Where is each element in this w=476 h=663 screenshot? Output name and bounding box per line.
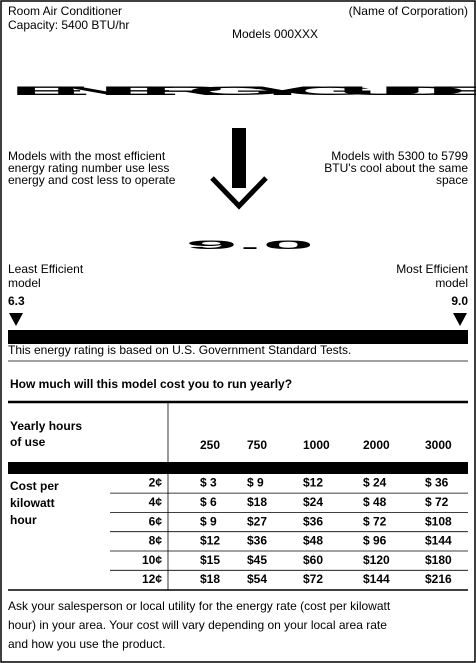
product: Room Air Conditioner bbox=[8, 4, 122, 18]
rating: 9.0 bbox=[186, 238, 316, 252]
cost: $ 48 bbox=[363, 495, 387, 509]
most-marker bbox=[453, 313, 467, 326]
cost: $24 bbox=[303, 495, 323, 509]
cost: $36 bbox=[303, 514, 323, 528]
cost: $60 bbox=[303, 553, 323, 567]
cost: $12 bbox=[200, 534, 220, 548]
capacity: Capacity: 5400 BTU/hr bbox=[8, 18, 129, 32]
rate: 10¢ bbox=[142, 553, 162, 567]
cost: $ 6 bbox=[200, 495, 217, 509]
models: Models 000XXX bbox=[232, 27, 318, 41]
hours-label: Yearly hours bbox=[10, 419, 82, 433]
logo: ENERGYGUIDE bbox=[9, 84, 476, 98]
cost: $27 bbox=[247, 514, 267, 528]
cost: $ 3 bbox=[200, 476, 217, 490]
hours: 750 bbox=[247, 438, 267, 452]
rate: 6¢ bbox=[149, 514, 163, 528]
eer-bar bbox=[8, 330, 468, 344]
cost: $144 bbox=[363, 572, 390, 586]
cost: $45 bbox=[247, 553, 267, 567]
least-label: Least Efficient bbox=[8, 262, 84, 276]
rate-label: Cost per bbox=[10, 479, 59, 493]
cost: $180 bbox=[425, 553, 452, 567]
rate: 4¢ bbox=[149, 495, 163, 509]
corporation: (Name of Corporation) bbox=[349, 4, 468, 18]
cost: $48 bbox=[303, 534, 323, 548]
rate: 2¢ bbox=[149, 476, 163, 490]
least-label: model bbox=[8, 276, 41, 290]
hours-label: of use bbox=[10, 435, 46, 449]
most-label: model bbox=[435, 276, 468, 290]
cost: $15 bbox=[200, 553, 220, 567]
cost: $ 9 bbox=[247, 476, 264, 490]
estimate-bar bbox=[8, 462, 468, 474]
right-note: space bbox=[436, 173, 468, 187]
cost: $72 bbox=[303, 572, 323, 586]
most-label: Most Efficient bbox=[396, 262, 468, 276]
cost: $18 bbox=[200, 572, 220, 586]
rate-label: hour bbox=[10, 513, 37, 527]
cost: $18 bbox=[247, 495, 267, 509]
eer-label: Energy Efficiency Rating (EER) bbox=[155, 329, 322, 343]
hours: 250 bbox=[200, 438, 220, 452]
cost: $144 bbox=[425, 534, 452, 548]
test-note: This energy rating is based on U.S. Gove… bbox=[8, 343, 351, 357]
least-marker bbox=[9, 313, 23, 326]
right-note: Models with 5300 to 5799 bbox=[331, 149, 468, 163]
footer: Ask your salesperson or local utility fo… bbox=[8, 599, 391, 613]
cost: $108 bbox=[425, 514, 452, 528]
arrow-stem bbox=[232, 128, 246, 188]
cost: $ 72 bbox=[425, 495, 449, 509]
cost: $ 9 bbox=[200, 514, 217, 528]
arrow-head bbox=[210, 176, 268, 210]
hours: 2000 bbox=[363, 438, 390, 452]
rate: 12¢ bbox=[142, 572, 162, 586]
cost: $ 36 bbox=[425, 476, 449, 490]
rate: 8¢ bbox=[149, 534, 163, 548]
cost: $54 bbox=[247, 572, 267, 586]
right-note: BTU's cool about the same bbox=[324, 161, 468, 175]
estimate-note: Estimated yearly $ cost shown below bbox=[142, 460, 339, 474]
left-note: energy rating number use less bbox=[8, 161, 169, 175]
cost: $ 24 bbox=[363, 476, 387, 490]
most-value: 9.0 bbox=[451, 294, 468, 308]
left-note: energy and cost less to operate bbox=[8, 173, 176, 187]
rate-label: kilowatt bbox=[10, 496, 55, 510]
cost: $36 bbox=[247, 534, 267, 548]
cost: $ 96 bbox=[363, 534, 387, 548]
left-note: Models with the most efficient bbox=[8, 149, 166, 163]
cost-title: How much will this model cost you to run… bbox=[10, 377, 292, 391]
footer: and how you use the product. bbox=[8, 637, 165, 651]
hours: 1000 bbox=[303, 438, 330, 452]
least-value: 6.3 bbox=[8, 294, 25, 308]
cost: $12 bbox=[303, 476, 323, 490]
footer: hour) in your area. Your cost will vary … bbox=[8, 618, 387, 632]
cost: $216 bbox=[425, 572, 452, 586]
cost: $ 72 bbox=[363, 514, 387, 528]
hours: 3000 bbox=[425, 438, 452, 452]
cost: $120 bbox=[363, 553, 390, 567]
